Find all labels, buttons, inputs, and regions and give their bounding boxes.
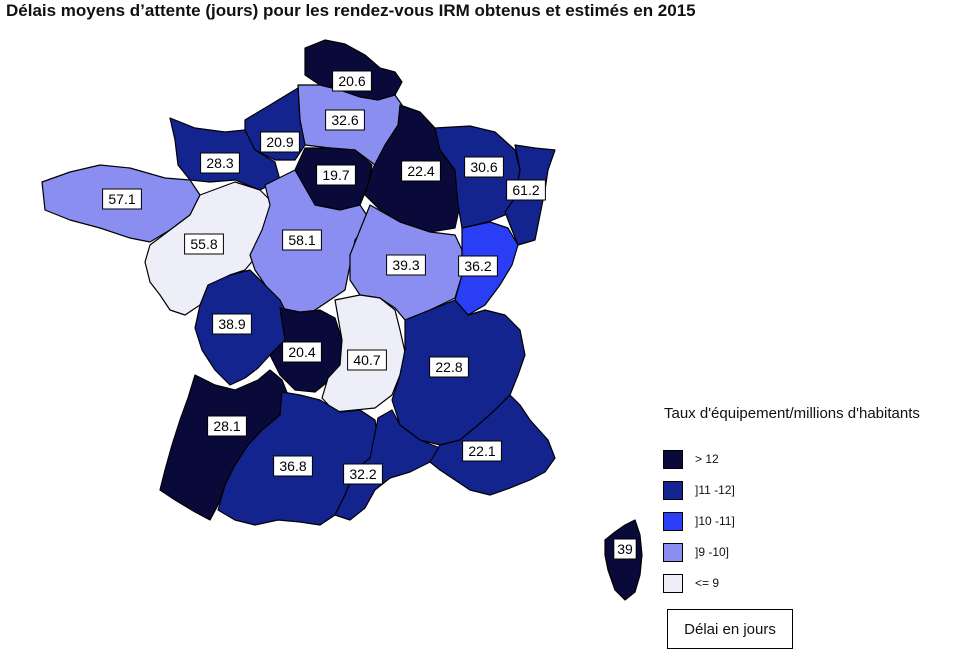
legend-swatch <box>663 573 683 593</box>
legend-label: <= 9 <box>695 576 720 590</box>
value-label-auvergne: 40.7 <box>353 352 380 368</box>
value-label-paca: 22.1 <box>468 443 495 459</box>
value-label-box <box>200 152 240 174</box>
legend-label: ]11 -12] <box>695 483 735 497</box>
value-label-lorraine: 30.6 <box>470 159 497 175</box>
legend-item-9-10: ]9 -10] <box>663 542 729 562</box>
legend-item-11-12: ]11 -12] <box>663 480 735 500</box>
legend-swatch <box>663 511 683 531</box>
region-corse <box>604 519 643 601</box>
value-label-box <box>273 455 313 477</box>
value-label-poitou-charentes: 38.9 <box>218 316 245 332</box>
value-label-rhone-alpes: 22.8 <box>435 359 462 375</box>
value-label-aquitaine: 28.1 <box>213 418 240 434</box>
value-label-box <box>386 254 426 276</box>
legend-item-gt12: > 12 <box>663 449 719 469</box>
value-label-box <box>458 255 498 277</box>
value-label-bourgogne: 39.3 <box>392 257 419 273</box>
value-label-box <box>343 463 383 485</box>
value-label-box <box>506 179 546 201</box>
value-label-box <box>613 538 637 560</box>
value-label-box <box>401 160 441 182</box>
value-label-champagne-ardenne: 22.4 <box>407 163 434 179</box>
value-label-box <box>332 70 372 92</box>
legend-swatch <box>663 449 683 469</box>
value-label-ile-de-france: 19.7 <box>322 167 349 183</box>
value-label-box <box>464 156 504 178</box>
legend-swatch <box>663 480 683 500</box>
value-label-box <box>347 349 387 371</box>
legend-label: ]10 -11] <box>695 514 735 528</box>
value-label-pays-de-la-loire: 55.8 <box>190 236 217 252</box>
value-label-box <box>184 233 224 255</box>
value-label-midi-pyrenees: 36.8 <box>279 458 306 474</box>
value-label-box <box>429 356 469 378</box>
page-title: Délais moyens d’attente (jours) pour les… <box>6 1 696 20</box>
value-label-bretagne: 57.1 <box>108 191 135 207</box>
value-label-box <box>282 341 322 363</box>
value-label-franche-comte: 36.2 <box>464 258 491 274</box>
value-label-box <box>212 313 252 335</box>
value-label-limousin: 20.4 <box>288 344 315 360</box>
value-label-languedoc-roussillon: 32.2 <box>349 466 376 482</box>
value-label-box <box>325 109 365 131</box>
value-label-centre: 58.1 <box>288 232 315 248</box>
value-label-box <box>282 229 322 251</box>
legend-label: ]9 -10] <box>695 545 730 559</box>
value-label-box <box>316 164 356 186</box>
value-label-alsace: 61.2 <box>512 182 539 198</box>
delay-legend-box: Délai en jours <box>667 609 793 649</box>
legend-item-le9: <= 9 <box>663 573 719 593</box>
legend-item-10-11: ]10 -11] <box>663 511 735 531</box>
legend-label: > 12 <box>695 452 719 466</box>
value-label-box <box>462 440 502 462</box>
legend-title: Taux d'équipement/millions d'habitants <box>664 405 920 422</box>
value-label-box <box>260 131 300 153</box>
value-label-picardie: 32.6 <box>331 112 358 128</box>
value-label-basse-normandie: 28.3 <box>206 155 233 171</box>
value-label-box <box>207 415 247 437</box>
legend-swatch <box>663 542 683 562</box>
value-label-box <box>102 188 142 210</box>
value-label-corse: 39 <box>617 541 633 557</box>
value-label-nord-pas-de-calais: 20.6 <box>338 73 365 89</box>
value-label-haute-normandie: 20.9 <box>266 134 293 150</box>
